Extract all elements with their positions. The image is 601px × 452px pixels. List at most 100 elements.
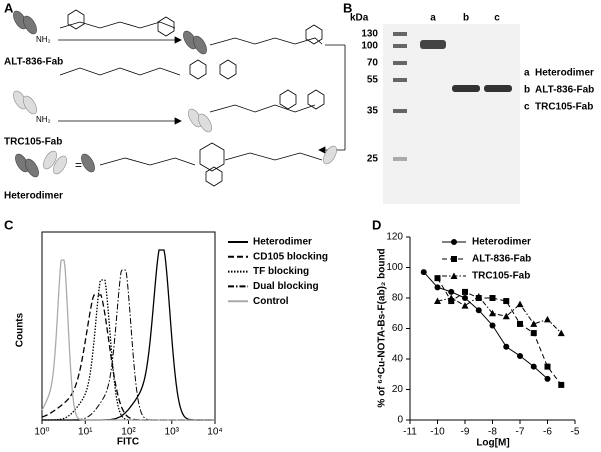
equals: = [75, 158, 82, 172]
point [544, 315, 551, 323]
x-tick-label: 10² [121, 427, 136, 438]
panel-a [58, 9, 346, 187]
ladder-band [393, 44, 407, 48]
point [475, 292, 483, 300]
legend-lane: b [524, 85, 530, 96]
point [544, 363, 551, 370]
point [461, 302, 469, 309]
histogram-curve [41, 259, 215, 421]
point [530, 363, 537, 370]
panel-c: 10⁰ 10¹ 10² 10³ 10⁴ Heterodimer CD105 blocking… [34, 231, 328, 438]
legend-label: CD105 blocking [253, 251, 328, 262]
marker-label: 100 [361, 41, 378, 52]
linker [209, 37, 323, 46]
ladder-band [393, 32, 407, 36]
point [434, 284, 441, 291]
histogram-curve [42, 279, 215, 421]
point [489, 309, 496, 317]
point [448, 298, 455, 305]
panel-letter: A [4, 0, 14, 15]
linker [209, 104, 316, 113]
point [517, 352, 523, 359]
point [489, 322, 496, 329]
x-tick-label: 10³ [165, 427, 180, 438]
x-tick-label: -6 [543, 427, 552, 438]
legend-label: Heterodimer [472, 237, 531, 248]
point [475, 307, 482, 314]
panel-letter: D [372, 217, 381, 232]
legend-label: TRC105-Fab [535, 102, 593, 113]
legend-label: Heterodimer [253, 237, 312, 248]
point [448, 288, 455, 295]
x-tick-label: -8 [488, 427, 497, 438]
point [530, 320, 538, 327]
ring [205, 166, 223, 187]
point [434, 275, 441, 282]
legend-lane: a [524, 68, 530, 79]
ring [219, 59, 237, 80]
ladder-band [393, 109, 407, 113]
fab-icons [13, 10, 337, 178]
legend-label: Dual blocking [253, 281, 319, 292]
band [420, 40, 446, 49]
series-line [423, 271, 548, 380]
legend-marker [451, 239, 457, 245]
ring [305, 24, 323, 45]
series-line [437, 277, 562, 386]
y-axis-label: Counts [15, 312, 26, 347]
point [544, 375, 551, 382]
point [502, 312, 510, 320]
point [558, 381, 565, 388]
label: ALT-836-Fab [4, 57, 63, 68]
point [517, 320, 523, 327]
marker-label: 35 [367, 106, 379, 117]
ladder-band [393, 78, 407, 82]
arrowhead [174, 117, 182, 125]
histogram-curve [41, 294, 215, 421]
amine: NH₂ [36, 115, 51, 124]
y-tick-label: 80 [392, 293, 404, 304]
ladder-band [393, 157, 407, 161]
y-tick-label: 0 [397, 415, 403, 426]
legend-lane: c [524, 102, 530, 113]
ring [67, 9, 85, 30]
arrowhead [318, 146, 326, 154]
point [503, 298, 510, 305]
legend-marker [450, 272, 458, 279]
unit: kDa [350, 13, 369, 24]
lane-label: b [463, 13, 469, 24]
marker-label: 55 [367, 75, 379, 86]
ring [307, 89, 325, 110]
y-tick-label: 20 [392, 384, 404, 395]
panel-letter: C [4, 217, 14, 232]
y-tick-label: 60 [392, 323, 404, 334]
lane-label: c [494, 13, 500, 24]
y-tick-label: 120 [386, 232, 403, 243]
point [489, 295, 496, 301]
x-tick-label: -10 [430, 427, 445, 438]
linker [99, 157, 196, 166]
point [557, 329, 565, 337]
ring [189, 59, 207, 80]
gel [383, 24, 520, 204]
legend-label: Heterodimer [535, 68, 594, 79]
amine: NH₂ [36, 35, 51, 44]
x-axis-label: Log[M] [476, 438, 509, 449]
histogram-curve [42, 249, 215, 421]
histogram-curve [42, 269, 215, 421]
legend-label: ALT-836-Fab [472, 254, 531, 265]
y-tick-label: 100 [386, 262, 403, 273]
linker [59, 67, 181, 76]
y-tick-label: 40 [392, 354, 404, 365]
linker [59, 21, 176, 29]
ring [199, 142, 225, 172]
ladder-band [393, 61, 407, 65]
label: Heterodimer [4, 191, 63, 202]
point [462, 295, 468, 301]
ring [279, 89, 297, 110]
legend-marker [451, 256, 457, 262]
x-tick-label: -5 [571, 427, 580, 438]
legend-label: Control [253, 296, 289, 307]
